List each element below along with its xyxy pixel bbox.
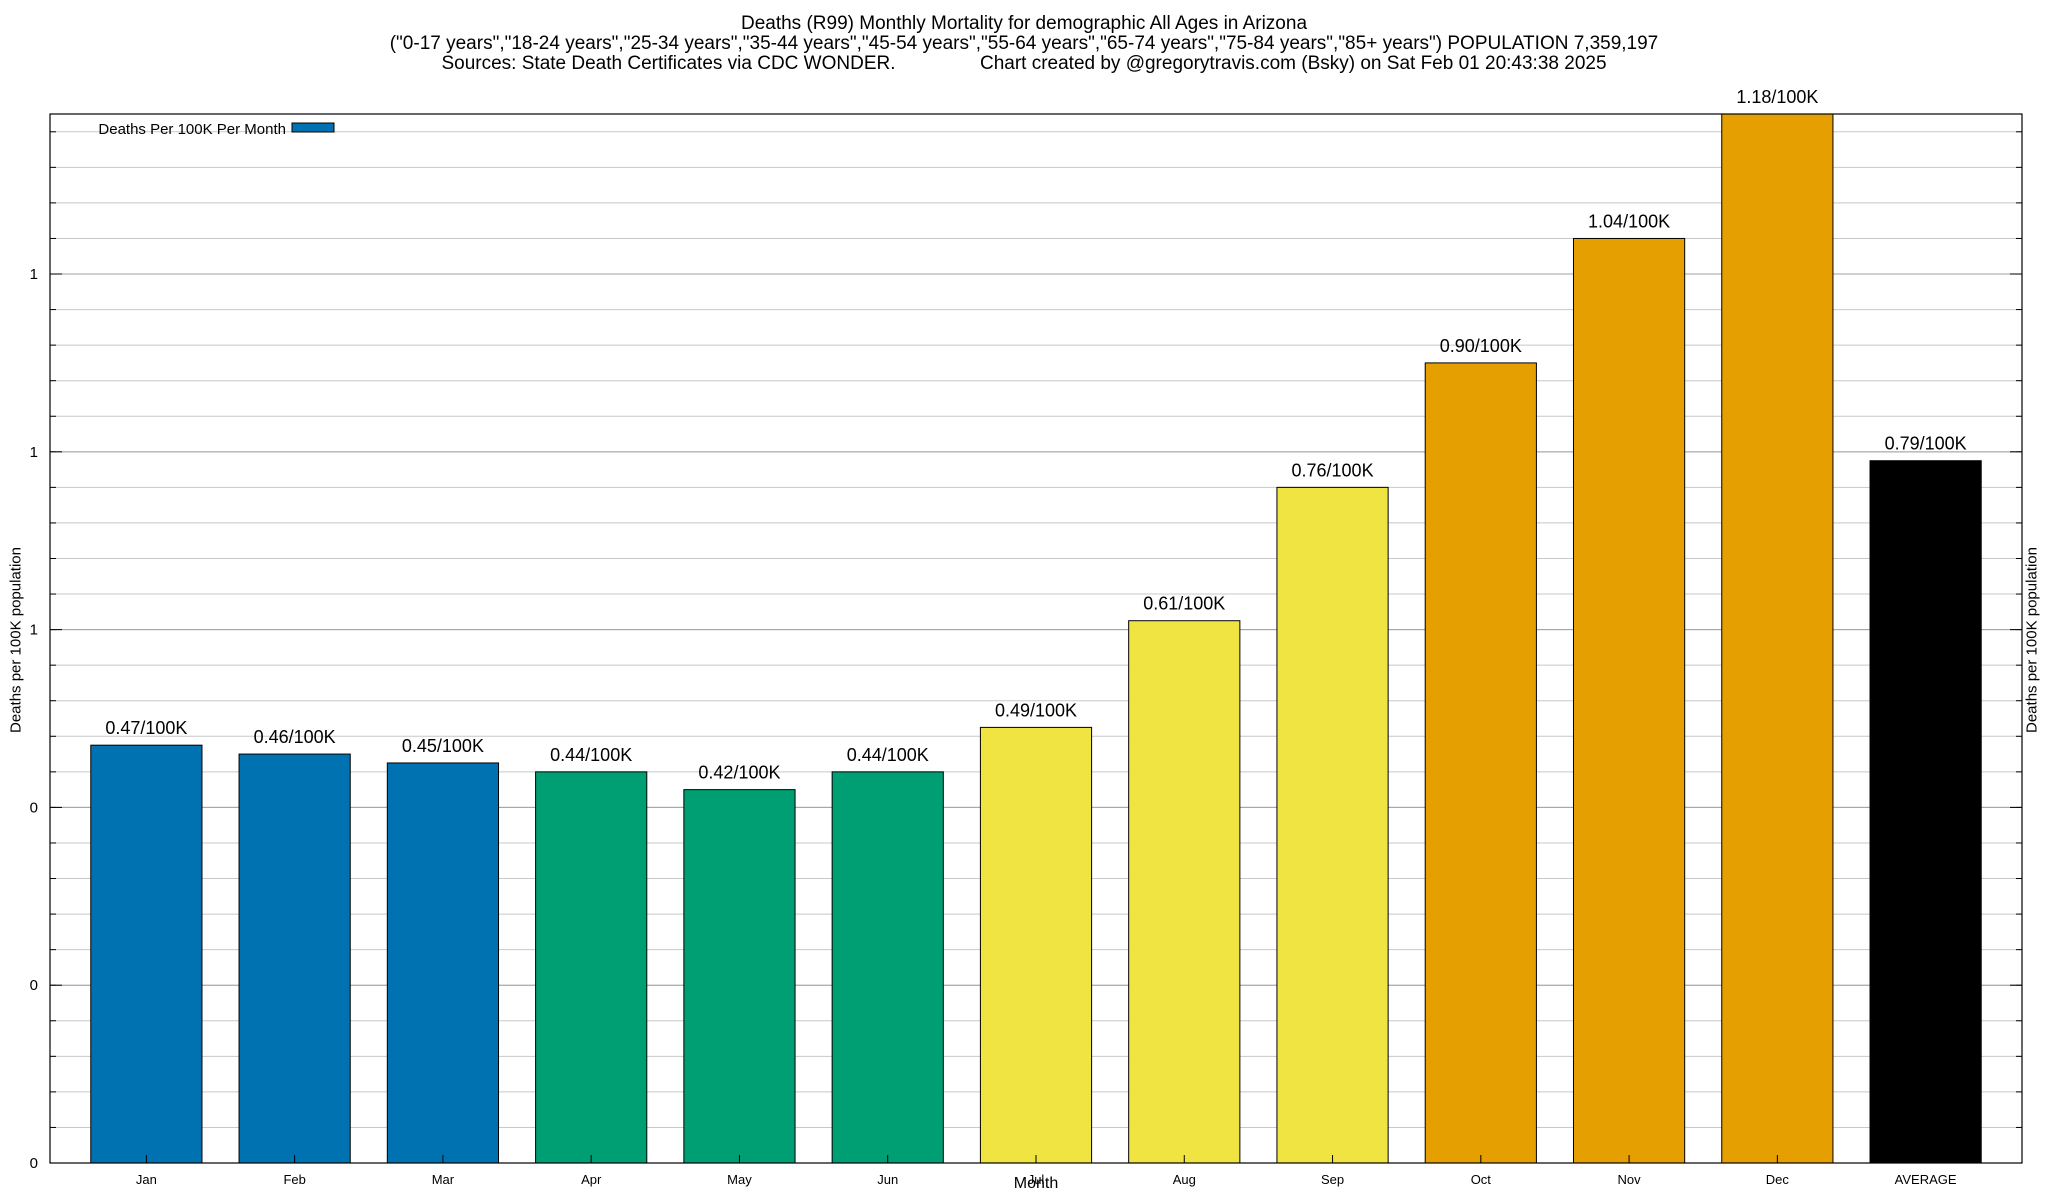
data-label: 0.46/100K	[254, 727, 336, 747]
x-tick-label: Nov	[1618, 1172, 1642, 1187]
bar	[1721, 113, 1834, 1164]
bar	[1572, 237, 1686, 1164]
y-tick-label: 1	[30, 622, 38, 639]
data-label: 0.79/100K	[1885, 434, 1967, 454]
data-label: 0.90/100K	[1440, 336, 1522, 356]
data-label: 1.18/100K	[1736, 87, 1818, 107]
x-tick-label: AVERAGE	[1895, 1172, 1957, 1187]
y-tick-label: 1	[30, 444, 38, 461]
x-tick-label: Feb	[283, 1172, 305, 1187]
bar	[979, 726, 1093, 1164]
data-label: 0.49/100K	[995, 700, 1077, 720]
x-tick-label: May	[727, 1172, 752, 1187]
bar	[90, 744, 203, 1164]
legend-label: Deaths Per 100K Per Month	[98, 121, 286, 138]
x-tick-label: Jul	[1028, 1172, 1045, 1187]
plot-border	[49, 113, 2023, 1164]
x-tick-label: Dec	[1766, 1172, 1790, 1187]
y-tick-label: 0	[30, 799, 38, 816]
x-tick-label: Mar	[432, 1172, 455, 1187]
data-label: 0.76/100K	[1292, 460, 1374, 480]
data-label: 0.44/100K	[550, 745, 632, 765]
bar	[683, 789, 796, 1164]
bar	[386, 762, 500, 1164]
data-label: 0.47/100K	[105, 718, 187, 738]
x-tick-label: Aug	[1173, 1172, 1196, 1187]
bar	[831, 771, 944, 1164]
bar	[238, 753, 351, 1164]
data-label: 0.61/100K	[1143, 594, 1225, 614]
y-tick-label: 1	[30, 266, 38, 283]
x-tick-label: Jun	[877, 1172, 898, 1187]
bar	[1424, 362, 1537, 1164]
chart-subtitle: ("0-17 years","18-24 years","25-34 years…	[389, 33, 1659, 54]
y-tick-label: 0	[30, 977, 38, 994]
legend-swatch	[291, 122, 335, 133]
y-axis-label-left: Deaths per 100K population	[7, 547, 25, 733]
y-axis-label-right: Deaths per 100K population	[2023, 547, 2041, 733]
x-axis-label: Month	[1014, 1175, 1058, 1192]
bar	[1869, 460, 1982, 1164]
data-label: 1.04/100K	[1588, 211, 1670, 231]
bar	[1128, 620, 1241, 1164]
chart-titles: Deaths (R99) Monthly Mortality for demog…	[0, 14, 2048, 74]
bar	[1276, 486, 1389, 1164]
bar	[535, 771, 648, 1164]
chart-title: Deaths (R99) Monthly Mortality for demog…	[740, 13, 1308, 34]
chart-sources: Sources: State Death Certificates via CD…	[441, 53, 1607, 74]
x-tick-label: Sep	[1321, 1172, 1344, 1187]
y-tick-label: 0	[30, 1155, 38, 1172]
x-tick-label: Oct	[1471, 1172, 1492, 1187]
x-tick-label: Jan	[136, 1172, 157, 1187]
data-label: 0.45/100K	[402, 736, 484, 756]
data-label: 0.44/100K	[847, 745, 929, 765]
x-tick-label: Apr	[581, 1172, 602, 1187]
data-label: 0.42/100K	[698, 763, 780, 783]
